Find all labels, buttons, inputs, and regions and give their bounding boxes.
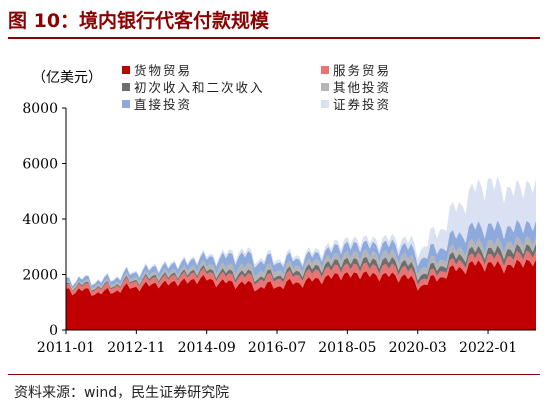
legend-label: 服务贸易 bbox=[333, 63, 391, 78]
legend-swatch bbox=[321, 100, 329, 108]
page-title: 图 10：境内银行代客付款规模 bbox=[8, 10, 270, 32]
x-tick-label: 2012-11 bbox=[107, 340, 165, 356]
y-tick-label: 0 bbox=[49, 323, 58, 339]
source-note: 资料来源：wind，民生证券研究院 bbox=[14, 385, 230, 401]
legend-label: 其他投资 bbox=[333, 80, 391, 95]
legend-swatch bbox=[321, 66, 329, 74]
x-tick-label: 2016-07 bbox=[248, 340, 306, 356]
x-tick-label: 2014-09 bbox=[178, 340, 236, 356]
legend-swatch bbox=[122, 83, 130, 91]
y-tick-label: 6000 bbox=[22, 157, 58, 173]
area-series-3 bbox=[66, 243, 536, 292]
area-series-4 bbox=[66, 236, 536, 291]
area-series-2 bbox=[66, 250, 536, 296]
chart-axes: 0 2000 4000 6000 8000 2011-01 2012-11 2014-09 20… bbox=[22, 101, 536, 356]
y-axis-label: （亿美元） bbox=[32, 70, 102, 86]
x-tick-label: 2011-01 bbox=[37, 340, 95, 356]
area-series-5 bbox=[66, 219, 536, 289]
legend-label: 证券投资 bbox=[333, 97, 391, 112]
title-divider bbox=[8, 37, 540, 39]
legend-label: 初次收入和二次收入 bbox=[134, 80, 265, 95]
x-tick-label: 2022-01 bbox=[459, 340, 517, 356]
y-tick-label: 2000 bbox=[22, 268, 58, 284]
x-tick-label: 2020-03 bbox=[389, 340, 447, 356]
y-tick-label: 8000 bbox=[22, 101, 58, 117]
legend-swatch bbox=[122, 66, 130, 74]
area-series-1 bbox=[66, 259, 536, 330]
series-areas bbox=[66, 176, 536, 330]
x-tick-label: 2018-05 bbox=[318, 340, 376, 356]
y-tick-label: 4000 bbox=[22, 212, 58, 228]
legend-swatch bbox=[122, 100, 130, 108]
legend-label: 直接投资 bbox=[134, 97, 192, 112]
footer-divider bbox=[8, 374, 540, 375]
area-series-6 bbox=[66, 176, 536, 286]
legend-swatch bbox=[321, 83, 329, 91]
legend-label: 货物贸易 bbox=[134, 63, 192, 78]
